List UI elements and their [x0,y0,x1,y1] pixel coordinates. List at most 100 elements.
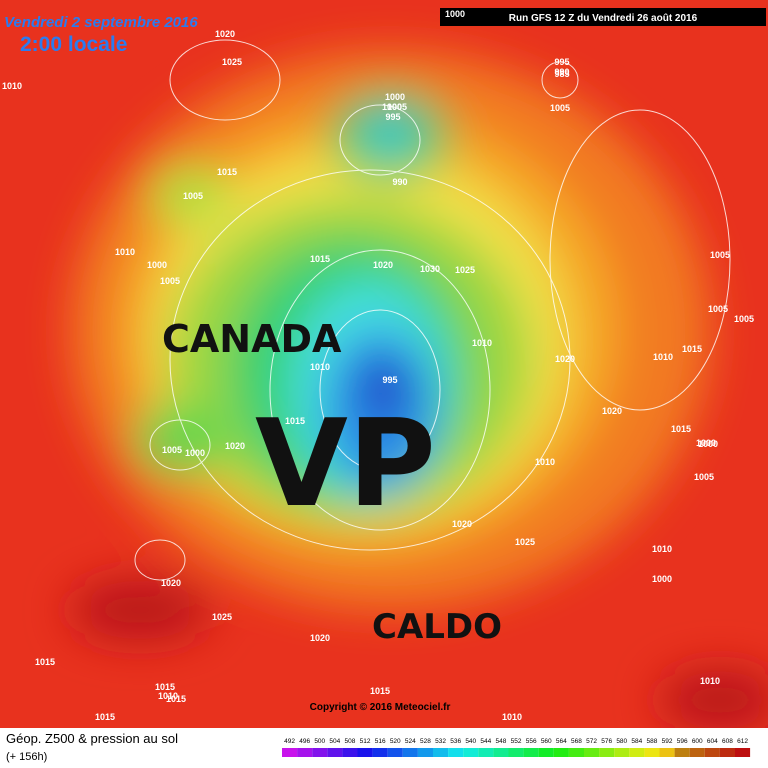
isobar-label: 1005 [734,314,754,324]
scale-swatch [342,748,358,757]
isobar-label: 1030 [420,264,440,274]
isobar-label: 1020 [373,260,393,270]
isobar-label: 1010 [310,362,330,372]
scale-label: 552 [511,738,522,745]
scale-swatch [433,748,449,757]
scale-swatch [508,748,524,757]
isobar-label: 1015 [285,416,305,426]
isobar-label: 1015 [155,682,175,692]
scale-label: 604 [707,738,718,745]
isobar-label: 1000 [385,92,405,102]
scale-label: 540 [465,738,476,745]
isobar-label: 1020 [310,633,330,643]
isobar-label: 1015 [166,694,186,704]
scale-swatch [644,748,660,757]
isobar-label: 1010 [535,457,555,467]
scale-swatch [735,748,751,757]
isobar-label: 1010 [2,81,22,91]
scale-swatch [538,748,554,757]
isobar-label: 990 [392,177,407,187]
isobar-label: 1000 [652,574,672,584]
isobar-label: 1020 [225,441,245,451]
scale-label: 536 [450,738,461,745]
scale-label: 516 [375,738,386,745]
isobars [134,39,731,581]
scale-label: 560 [541,738,552,745]
scale-swatch [402,748,418,757]
scale-label: 572 [586,738,597,745]
isobar-label: 1015 [95,712,115,722]
run-info: Run GFS 12 Z du Vendredi 26 août 2016 [509,13,698,24]
scale-swatch [463,748,479,757]
scale-label: 520 [390,738,401,745]
isobar-label: 1010 [115,247,135,257]
isobar-label: 1005 [162,445,182,455]
isobar-label: 1000 [698,439,718,449]
scale-label: 492 [284,738,295,745]
scale-swatch [478,748,494,757]
isobar-label: 990 [554,67,569,77]
isobar-label: 995 [385,112,400,122]
isobar-label: 1000 [147,260,167,270]
geopotential-field [70,50,768,730]
legend-title: Géop. Z500 & pression au sol [6,731,178,746]
scale-label: 548 [496,738,507,745]
scale-label: 592 [662,738,673,745]
scale-label: 564 [556,738,567,745]
isobar-label: 1015 [35,657,55,667]
scale-swatch [327,748,343,757]
isobar-label: 1010 [472,338,492,348]
isobar-label: 985 [554,69,569,79]
scale-label: 556 [526,738,537,745]
isobar-label: 1005 [708,304,728,314]
isobar-label: 1005 [550,103,570,113]
isobar-label: 1025 [455,265,475,275]
isobar-label: 1025 [212,612,232,622]
scale-label: 544 [480,738,491,745]
isobar-label: 1005 [387,102,407,112]
scale-label: 612 [737,738,748,745]
isobar-label: 1005 [694,472,714,482]
scale-swatch [719,748,735,757]
isobar-label: 1000 [382,102,402,112]
isobar-label: 1020 [452,519,472,529]
isobar-label: 1000 [445,9,465,19]
isobar-label: 1020 [215,29,235,39]
scale-swatch [493,748,509,757]
scale-label: 508 [345,738,356,745]
scale-swatch [372,748,388,757]
scale-swatch [282,748,298,757]
isobar-label: 1005 [160,276,180,286]
isobar-label: 1020 [602,406,622,416]
isobar-label: 995 [382,375,397,385]
scale-label: 576 [601,738,612,745]
scale-label: 600 [692,738,703,745]
isobar-label: 1015 [671,424,691,434]
scale-swatch [553,748,569,757]
scale-swatch [674,748,690,757]
isobar-label: 1010 [158,691,178,701]
scale-swatch [312,748,328,757]
overlay-label: CALDO [372,607,502,647]
isobar-label: 1010 [502,712,522,722]
scale-label: 512 [360,738,371,745]
scale-swatch [357,748,373,757]
scale-swatch [448,748,464,757]
scale-label: 528 [420,738,431,745]
scale-swatch [417,748,433,757]
isobar-label: 1020 [161,578,181,588]
scale-swatch [629,748,645,757]
isobar-label: 1010 [700,676,720,686]
scale-label: 580 [616,738,627,745]
scale-swatch [659,748,675,757]
isobar-label: 1005 [183,191,203,201]
isobar-label: 1025 [515,537,535,547]
scale-swatch [599,748,615,757]
overlay-label: CANADA [162,317,342,361]
scale-label: 596 [677,738,688,745]
scale-swatch [704,748,720,757]
isobar-label: 1015 [682,344,702,354]
overlay-label: VP [255,395,436,534]
